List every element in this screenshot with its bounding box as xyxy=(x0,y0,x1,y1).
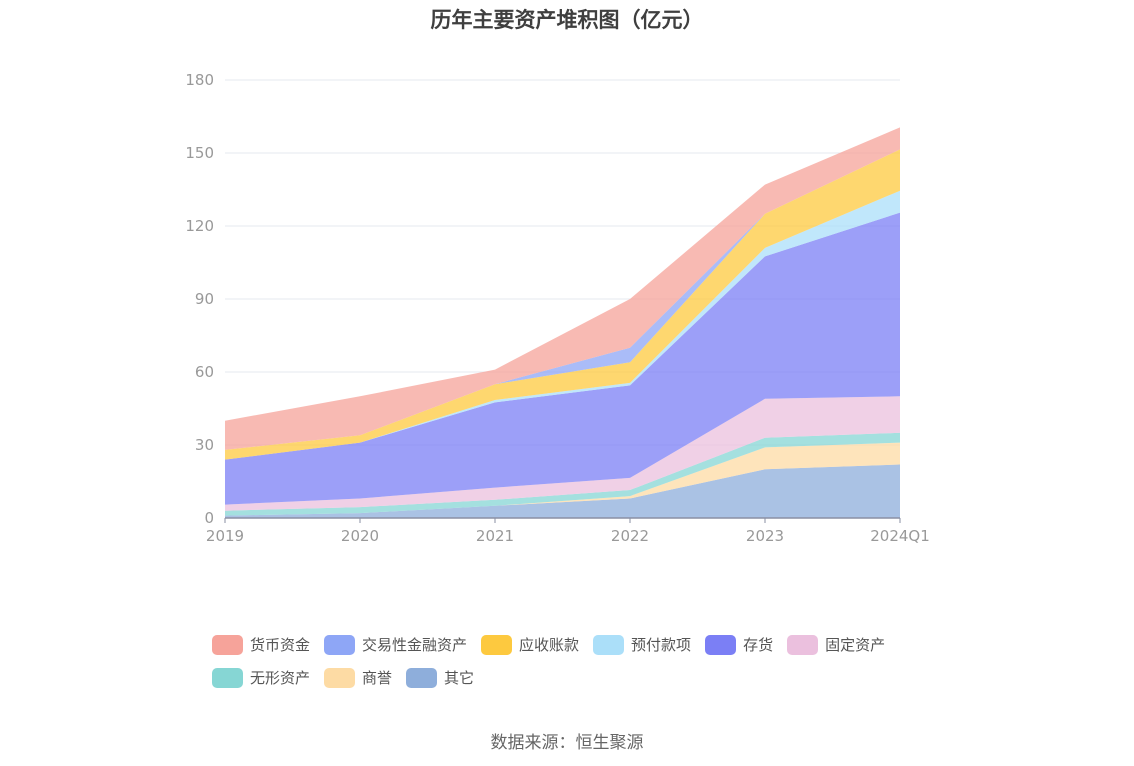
area-series-其它 xyxy=(225,464,900,518)
area-series-无形资产 xyxy=(225,432,900,516)
x-tick-label: 2019 xyxy=(206,527,244,545)
legend-item[interactable]: 固定资产 xyxy=(787,634,885,655)
legend-row: 无形资产 商誉 其它 xyxy=(212,661,952,694)
legend-row: 货币资金 交易性金融资产 应收账款 预付款项 存货 固定资产 xyxy=(212,628,952,661)
legend-label: 无形资产 xyxy=(250,669,311,687)
legend-label: 应收账款 xyxy=(519,636,580,654)
legend-swatch xyxy=(324,634,356,655)
legend-label: 商誉 xyxy=(362,669,393,687)
legend-item[interactable]: 交易性金融资产 xyxy=(324,634,467,655)
area-series-存货 xyxy=(225,212,900,505)
y-tick-label: 90 xyxy=(195,290,214,308)
x-tick-label: 2022 xyxy=(611,527,649,545)
legend-label: 其它 xyxy=(444,669,475,687)
legend-label: 交易性金融资产 xyxy=(362,636,468,654)
area-series-货币资金 xyxy=(225,127,900,450)
legend-item[interactable]: 商誉 xyxy=(324,667,392,688)
chart-title: 历年主要资产堆积图（亿元） xyxy=(430,8,704,32)
legend-swatch xyxy=(406,667,438,688)
legend-swatch xyxy=(787,634,819,655)
legend-swatch xyxy=(212,667,243,688)
legend: 货币资金 交易性金融资产 应收账款 预付款项 存货 固定资产 无形资产 商誉 其它 xyxy=(212,628,952,694)
legend-item[interactable]: 存货 xyxy=(705,634,773,655)
legend-item[interactable]: 货币资金 xyxy=(212,634,310,655)
legend-item[interactable]: 无形资产 xyxy=(212,667,310,688)
area-series-固定资产 xyxy=(225,396,900,511)
stacked-area-chart: 0 30 60 90 120 150 180 2019 2020 2021 2022 2023 2024… xyxy=(185,71,930,545)
y-tick-label: 60 xyxy=(195,363,214,381)
y-tick-label: 180 xyxy=(185,71,214,89)
area-series-商誉 xyxy=(225,442,900,516)
y-tick-label: 150 xyxy=(185,144,214,162)
x-tick-label: 2021 xyxy=(476,527,514,545)
legend-swatch xyxy=(324,667,356,688)
legend-label: 预付款项 xyxy=(631,636,692,654)
legend-item[interactable]: 其它 xyxy=(406,667,474,688)
x-tick-label: 2023 xyxy=(746,527,784,545)
y-tick-label: 30 xyxy=(195,436,214,454)
legend-label: 存货 xyxy=(743,636,774,654)
legend-swatch xyxy=(593,634,625,655)
x-tick-label: 2020 xyxy=(341,527,379,545)
y-tick-label: 120 xyxy=(185,217,214,235)
legend-swatch xyxy=(481,634,513,655)
legend-swatch xyxy=(212,634,243,655)
legend-label: 固定资产 xyxy=(825,636,886,654)
legend-swatch xyxy=(705,634,737,655)
y-tick-label: 0 xyxy=(204,509,214,527)
legend-item[interactable]: 应收账款 xyxy=(481,634,579,655)
source-note: 数据来源：恒生聚源 xyxy=(490,733,644,753)
legend-item[interactable]: 预付款项 xyxy=(593,634,691,655)
x-tick-label: 2024Q1 xyxy=(870,527,930,545)
legend-label: 货币资金 xyxy=(250,636,311,654)
